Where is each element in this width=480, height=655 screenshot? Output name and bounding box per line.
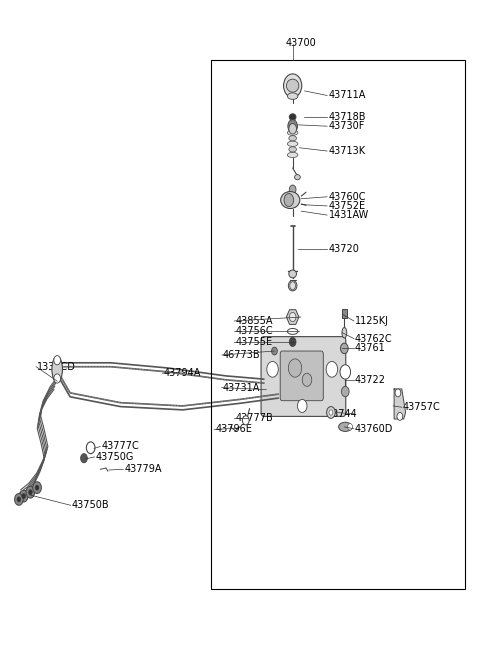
Text: 43744: 43744 xyxy=(326,409,357,419)
Ellipse shape xyxy=(289,114,296,121)
Circle shape xyxy=(397,413,403,421)
Bar xyxy=(211,60,465,589)
Ellipse shape xyxy=(289,147,297,152)
Circle shape xyxy=(395,389,401,397)
Ellipse shape xyxy=(338,422,352,432)
Bar xyxy=(342,309,347,318)
Circle shape xyxy=(291,124,295,129)
Circle shape xyxy=(272,347,277,355)
Circle shape xyxy=(242,416,249,425)
Circle shape xyxy=(267,362,278,377)
Text: 43731A: 43731A xyxy=(223,383,260,392)
Ellipse shape xyxy=(295,174,300,179)
Text: 43722: 43722 xyxy=(355,375,386,384)
Ellipse shape xyxy=(284,74,302,98)
Circle shape xyxy=(340,365,350,379)
Text: 43777B: 43777B xyxy=(235,413,273,422)
Circle shape xyxy=(54,374,60,383)
FancyBboxPatch shape xyxy=(261,337,346,417)
Ellipse shape xyxy=(288,328,298,334)
Text: 46773B: 46773B xyxy=(223,350,260,360)
Circle shape xyxy=(284,193,294,206)
Circle shape xyxy=(22,493,25,498)
Circle shape xyxy=(54,356,60,365)
Ellipse shape xyxy=(288,153,298,158)
Ellipse shape xyxy=(288,130,298,136)
Text: 43760C: 43760C xyxy=(328,192,366,202)
Circle shape xyxy=(326,407,335,419)
Polygon shape xyxy=(287,310,299,324)
Text: 43757C: 43757C xyxy=(403,402,441,412)
Text: 43718B: 43718B xyxy=(328,112,366,122)
Text: 43713K: 43713K xyxy=(328,146,366,156)
Ellipse shape xyxy=(289,136,297,141)
Text: 43761: 43761 xyxy=(355,343,385,354)
Text: 43794A: 43794A xyxy=(163,368,201,378)
Text: 1125KJ: 1125KJ xyxy=(355,316,389,326)
Circle shape xyxy=(298,400,307,413)
Circle shape xyxy=(348,424,352,430)
Ellipse shape xyxy=(289,270,297,278)
Text: 43755E: 43755E xyxy=(235,337,272,347)
Text: 43752E: 43752E xyxy=(328,201,366,211)
Ellipse shape xyxy=(52,356,62,383)
Text: 43720: 43720 xyxy=(328,244,360,254)
Ellipse shape xyxy=(288,141,298,147)
Ellipse shape xyxy=(287,79,299,92)
Text: 43760D: 43760D xyxy=(355,424,393,434)
Circle shape xyxy=(35,485,39,490)
Circle shape xyxy=(329,410,333,415)
Text: 43796E: 43796E xyxy=(215,424,252,434)
Circle shape xyxy=(340,343,348,354)
Ellipse shape xyxy=(288,280,297,291)
Circle shape xyxy=(289,124,297,134)
Polygon shape xyxy=(394,389,406,419)
Circle shape xyxy=(26,486,35,498)
FancyBboxPatch shape xyxy=(280,351,323,401)
Ellipse shape xyxy=(288,93,298,100)
Circle shape xyxy=(289,312,296,322)
Circle shape xyxy=(17,496,21,502)
Text: 1339CD: 1339CD xyxy=(36,362,75,372)
Circle shape xyxy=(289,337,296,346)
Text: 1431AW: 1431AW xyxy=(328,210,369,220)
Ellipse shape xyxy=(342,328,347,338)
Circle shape xyxy=(81,454,87,463)
Circle shape xyxy=(302,373,312,386)
Text: 43750G: 43750G xyxy=(96,452,134,462)
Text: 43855A: 43855A xyxy=(235,316,273,326)
Circle shape xyxy=(19,490,28,502)
Circle shape xyxy=(288,359,302,377)
Circle shape xyxy=(14,493,23,505)
Text: 43750B: 43750B xyxy=(72,500,109,510)
Text: 43779A: 43779A xyxy=(124,464,162,474)
Circle shape xyxy=(28,489,32,495)
Text: 43756C: 43756C xyxy=(235,326,273,337)
Circle shape xyxy=(86,442,95,454)
Text: 43730F: 43730F xyxy=(328,121,365,131)
Text: 43711A: 43711A xyxy=(328,90,366,100)
Circle shape xyxy=(326,362,337,377)
Circle shape xyxy=(33,481,41,493)
Text: 43762C: 43762C xyxy=(355,333,393,344)
Circle shape xyxy=(288,120,298,133)
Circle shape xyxy=(289,185,296,194)
Circle shape xyxy=(341,386,349,397)
Text: 43700: 43700 xyxy=(286,38,316,48)
Text: 43777C: 43777C xyxy=(101,441,139,451)
Ellipse shape xyxy=(281,191,300,208)
Circle shape xyxy=(290,282,296,290)
